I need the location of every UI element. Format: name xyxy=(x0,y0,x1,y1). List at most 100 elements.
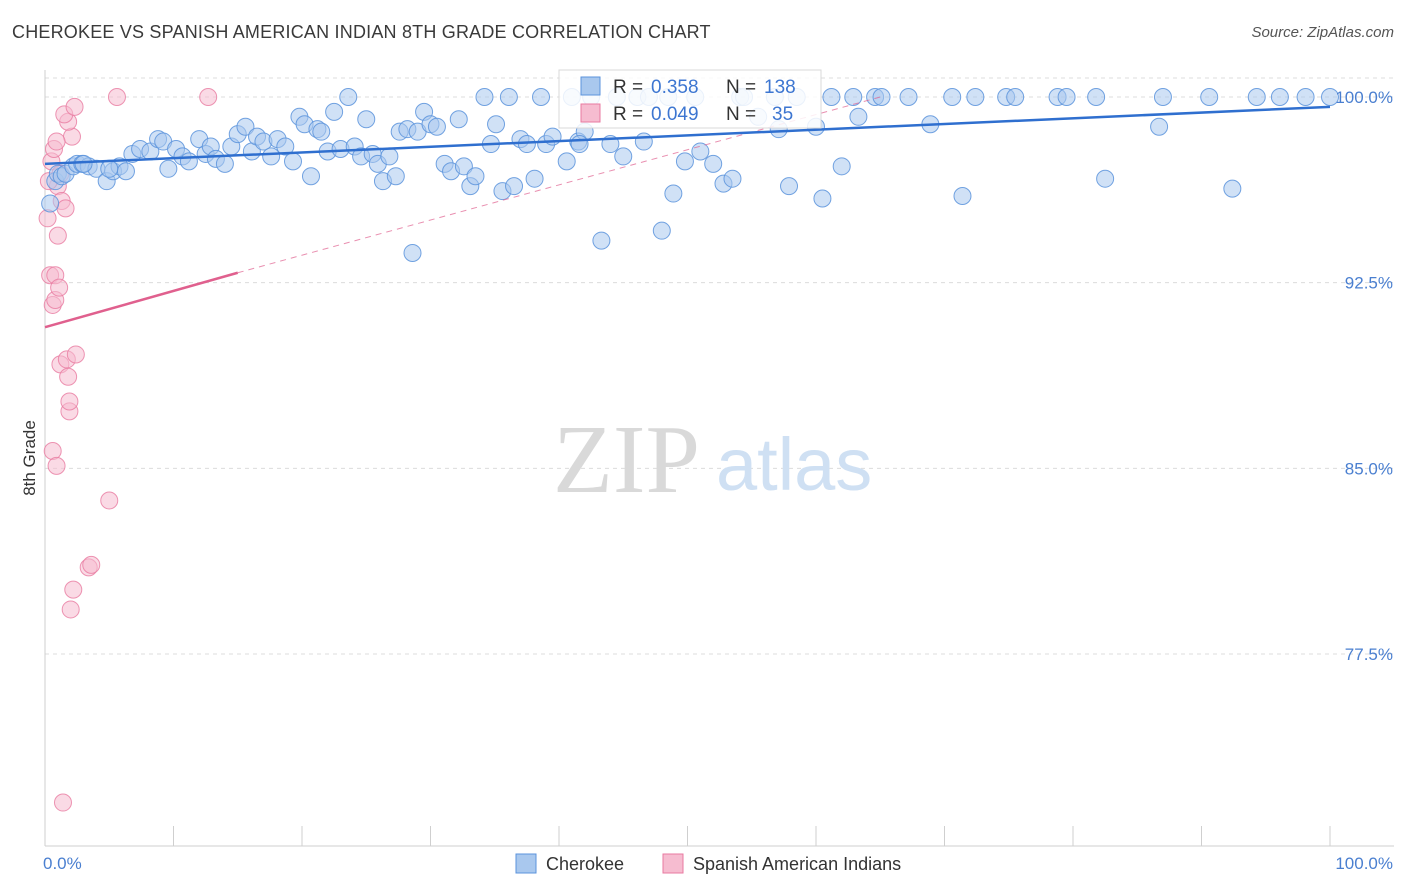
cherokee-point xyxy=(454,157,473,176)
cherokee-point xyxy=(74,154,93,173)
cherokee-point xyxy=(525,169,544,188)
cherokee-point xyxy=(517,135,536,154)
stats-swatch-spanish xyxy=(580,103,601,123)
cherokee-point xyxy=(557,152,576,171)
cherokee-point xyxy=(499,88,518,106)
spanish-american-indians-points xyxy=(38,88,218,812)
cherokee-point xyxy=(475,88,494,106)
cherokee-point xyxy=(1247,88,1266,106)
legend-swatch-cherokee xyxy=(515,853,537,874)
spanish-american-indians-point xyxy=(43,442,62,461)
spanish-american-indians-point xyxy=(199,88,218,106)
cherokee-point xyxy=(41,194,60,213)
cherokee-point xyxy=(159,159,178,178)
cherokee-point xyxy=(899,88,918,106)
cherokee-point xyxy=(592,231,611,250)
watermark-atlas: atlas xyxy=(716,423,872,506)
cherokee-point xyxy=(570,135,589,154)
y-tick-label: 85.0% xyxy=(1345,459,1393,478)
cherokee-point xyxy=(301,167,320,186)
cherokee-point xyxy=(1096,169,1115,188)
spanish-american-indians-point xyxy=(107,88,126,106)
legend-label-spanish: Spanish American Indians xyxy=(693,854,901,874)
stats-swatch-cherokee xyxy=(580,76,601,96)
y-tick-label: 100.0% xyxy=(1335,88,1393,107)
stats-r-label-spanish: R = xyxy=(613,104,643,125)
spanish-american-indians-point xyxy=(48,226,67,245)
cherokee-point xyxy=(953,187,972,206)
stats-box-frame xyxy=(558,69,822,129)
spanish-american-indians-point xyxy=(64,580,83,599)
spanish-american-indians-point xyxy=(65,97,84,116)
spanish-american-indians-point xyxy=(59,367,78,386)
y-axis-label: 8th Grade xyxy=(20,420,39,496)
cherokee-point xyxy=(312,122,331,141)
cherokee-point xyxy=(652,221,671,240)
cherokee-point xyxy=(357,110,376,129)
cherokee-point xyxy=(813,189,832,208)
cherokee-point xyxy=(466,167,485,186)
x-tick-labels: 0.0% 100.0% xyxy=(43,854,1393,873)
cherokee-point xyxy=(284,152,303,171)
cherokee-point xyxy=(179,152,198,171)
cherokee-point xyxy=(675,152,694,171)
cherokee-point xyxy=(723,169,742,188)
cherokee-point xyxy=(236,117,255,136)
legend-label-cherokee: Cherokee xyxy=(546,854,624,874)
cherokee-point xyxy=(276,137,295,156)
cherokee-point xyxy=(1153,88,1172,106)
cherokee-point xyxy=(449,110,468,129)
cherokee-point xyxy=(1200,88,1219,106)
spanish-american-indians-point xyxy=(47,132,66,151)
cherokee-point xyxy=(380,147,399,166)
spanish-american-indians-point xyxy=(53,793,72,812)
cherokee-point xyxy=(780,177,799,196)
spanish-american-indians-point xyxy=(50,278,69,297)
stats-box: R = 0.358 N = 138 R = 0.049 N = 35 xyxy=(558,69,822,129)
spanish-american-indians-point xyxy=(60,392,79,411)
cherokee-point xyxy=(325,102,344,121)
stats-r-label-cherokee: R = xyxy=(613,77,643,98)
cherokee-trend-line xyxy=(44,105,1331,166)
cherokee-point xyxy=(339,88,358,106)
cherokee-point xyxy=(704,154,723,173)
cherokee-point xyxy=(1321,88,1339,106)
cherokee-point xyxy=(822,88,841,106)
cherokee-point xyxy=(1057,88,1076,106)
y-tick-labels: 77.5% 85.0% 92.5% 100.0% xyxy=(1335,88,1393,664)
cherokee-point xyxy=(664,184,683,203)
cherokee-point xyxy=(872,88,891,106)
spanish-american-indians-point xyxy=(61,600,80,619)
cherokee-point xyxy=(386,167,405,186)
chart-title: CHEROKEE VS SPANISH AMERICAN INDIAN 8TH … xyxy=(12,22,711,42)
x-tick-label-max: 100.0% xyxy=(1335,854,1393,873)
cherokee-point xyxy=(634,132,653,151)
cherokee-point xyxy=(215,154,234,173)
source-label: Source: ZipAtlas.com xyxy=(1251,24,1394,41)
watermark-zip: ZIP xyxy=(553,406,700,514)
cherokee-point xyxy=(1087,88,1106,106)
spanish-american-indians-point xyxy=(62,127,81,146)
legend-swatch-spanish xyxy=(662,853,684,874)
spanish-american-indians-point xyxy=(66,345,85,364)
spanish-trend-line xyxy=(44,271,239,329)
x-tick-label-min: 0.0% xyxy=(43,854,82,873)
cherokee-point xyxy=(1223,179,1242,198)
y-tick-label: 77.5% xyxy=(1345,645,1393,664)
cherokee-point xyxy=(1150,117,1169,136)
stats-n-label-spanish: N = xyxy=(726,104,756,125)
spanish-american-indians-point xyxy=(56,199,75,218)
cherokee-point xyxy=(1270,88,1289,106)
cherokee-point xyxy=(966,88,985,106)
watermark: ZIP atlas xyxy=(553,406,872,514)
stats-r-value-spanish: 0.049 xyxy=(651,104,699,125)
cherokee-point xyxy=(844,88,863,106)
stats-n-label-cherokee: N = xyxy=(726,77,756,98)
spanish-american-indians-point xyxy=(38,209,57,228)
cherokee-point xyxy=(487,115,506,134)
cherokee-point xyxy=(100,159,119,178)
stats-r-value-cherokee: 0.358 xyxy=(651,77,699,98)
cherokee-point xyxy=(614,147,633,166)
cherokee-point xyxy=(943,88,962,106)
